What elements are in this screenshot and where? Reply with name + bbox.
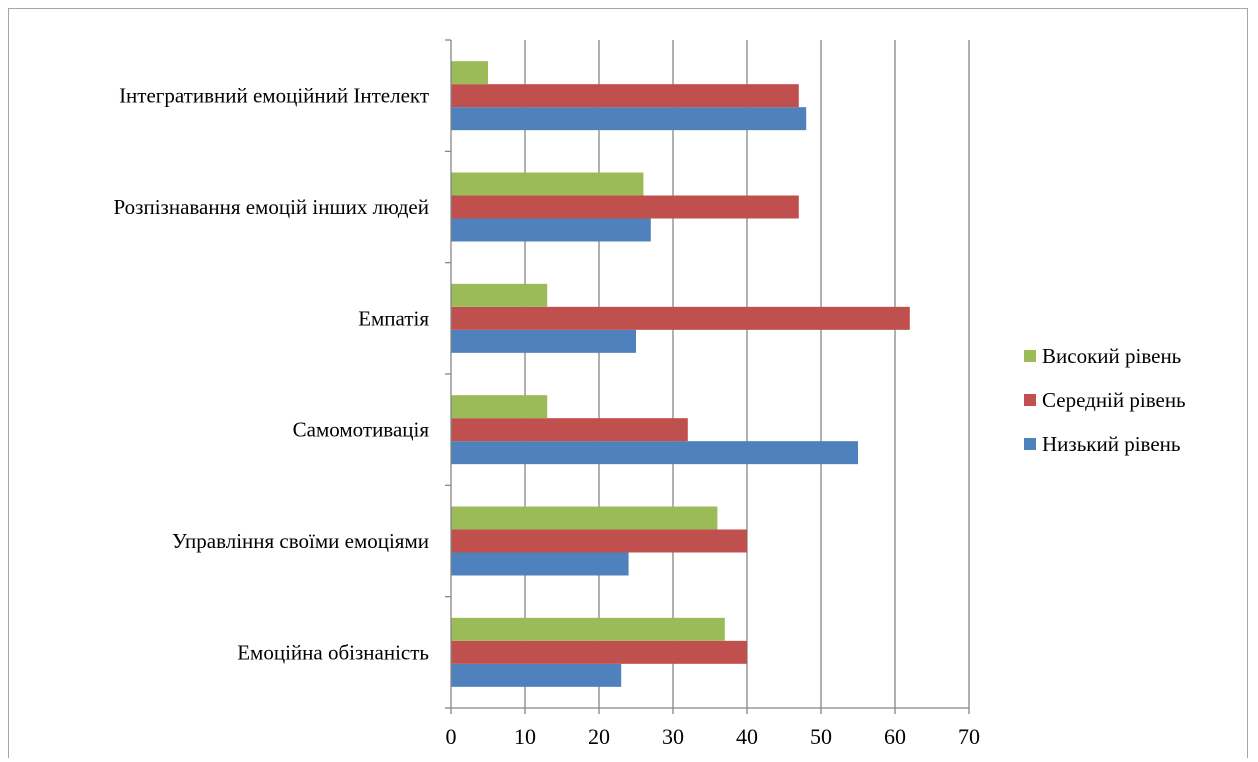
- legend-swatch: [1024, 394, 1036, 406]
- category-label: Управління своїми емоціями: [172, 529, 429, 553]
- labels: 0 10 20 30 40 50 60 70 Емоційна обізнаність Управ…: [114, 84, 980, 749]
- legend: Високий рівень Середній рівень Низький рів…: [1024, 334, 1186, 466]
- bar: [451, 395, 548, 419]
- x-tick-label: 60: [884, 724, 906, 749]
- legend-item: Середній рівень: [1024, 378, 1186, 422]
- bar: [451, 640, 747, 664]
- bar: [451, 329, 636, 353]
- x-tick-label: 70: [958, 724, 980, 749]
- axes: [445, 39, 970, 714]
- bar: [451, 418, 688, 442]
- bar: [451, 61, 488, 85]
- bar: [451, 306, 910, 330]
- bar: [451, 283, 548, 307]
- legend-swatch: [1024, 438, 1036, 450]
- bar: [451, 617, 725, 641]
- legend-label: Високий рівень: [1042, 343, 1182, 368]
- bar: [451, 195, 799, 219]
- x-tick-label: 30: [662, 724, 684, 749]
- legend-item: Низький рівень: [1024, 422, 1186, 466]
- bar: [451, 506, 718, 530]
- bar: [451, 529, 747, 553]
- x-tick-label: 40: [736, 724, 758, 749]
- category-label: Інтегративний емоційний Інтелект: [119, 84, 429, 108]
- x-tick-label: 0: [446, 724, 457, 749]
- category-label: Самомотивація: [293, 418, 430, 442]
- bars: [451, 61, 910, 687]
- bar: [451, 663, 622, 687]
- x-tick-label: 20: [588, 724, 610, 749]
- bar: [451, 552, 629, 576]
- legend-label: Середній рівень: [1042, 387, 1186, 412]
- category-label: Емпатія: [358, 306, 429, 330]
- bar: [451, 441, 858, 465]
- category-label: Розпізнавання емоцій інших людей: [114, 195, 429, 219]
- bar: [451, 107, 807, 131]
- legend-item: Високий рівень: [1024, 334, 1186, 378]
- legend-swatch: [1024, 350, 1036, 362]
- x-tick-label: 50: [810, 724, 832, 749]
- bar: [451, 84, 799, 108]
- bar: [451, 218, 651, 242]
- legend-label: Низький рівень: [1042, 431, 1181, 456]
- x-tick-label: 10: [514, 724, 536, 749]
- category-label: Емоційна обізнаність: [237, 640, 429, 664]
- bar: [451, 172, 644, 196]
- gridlines: [524, 40, 970, 708]
